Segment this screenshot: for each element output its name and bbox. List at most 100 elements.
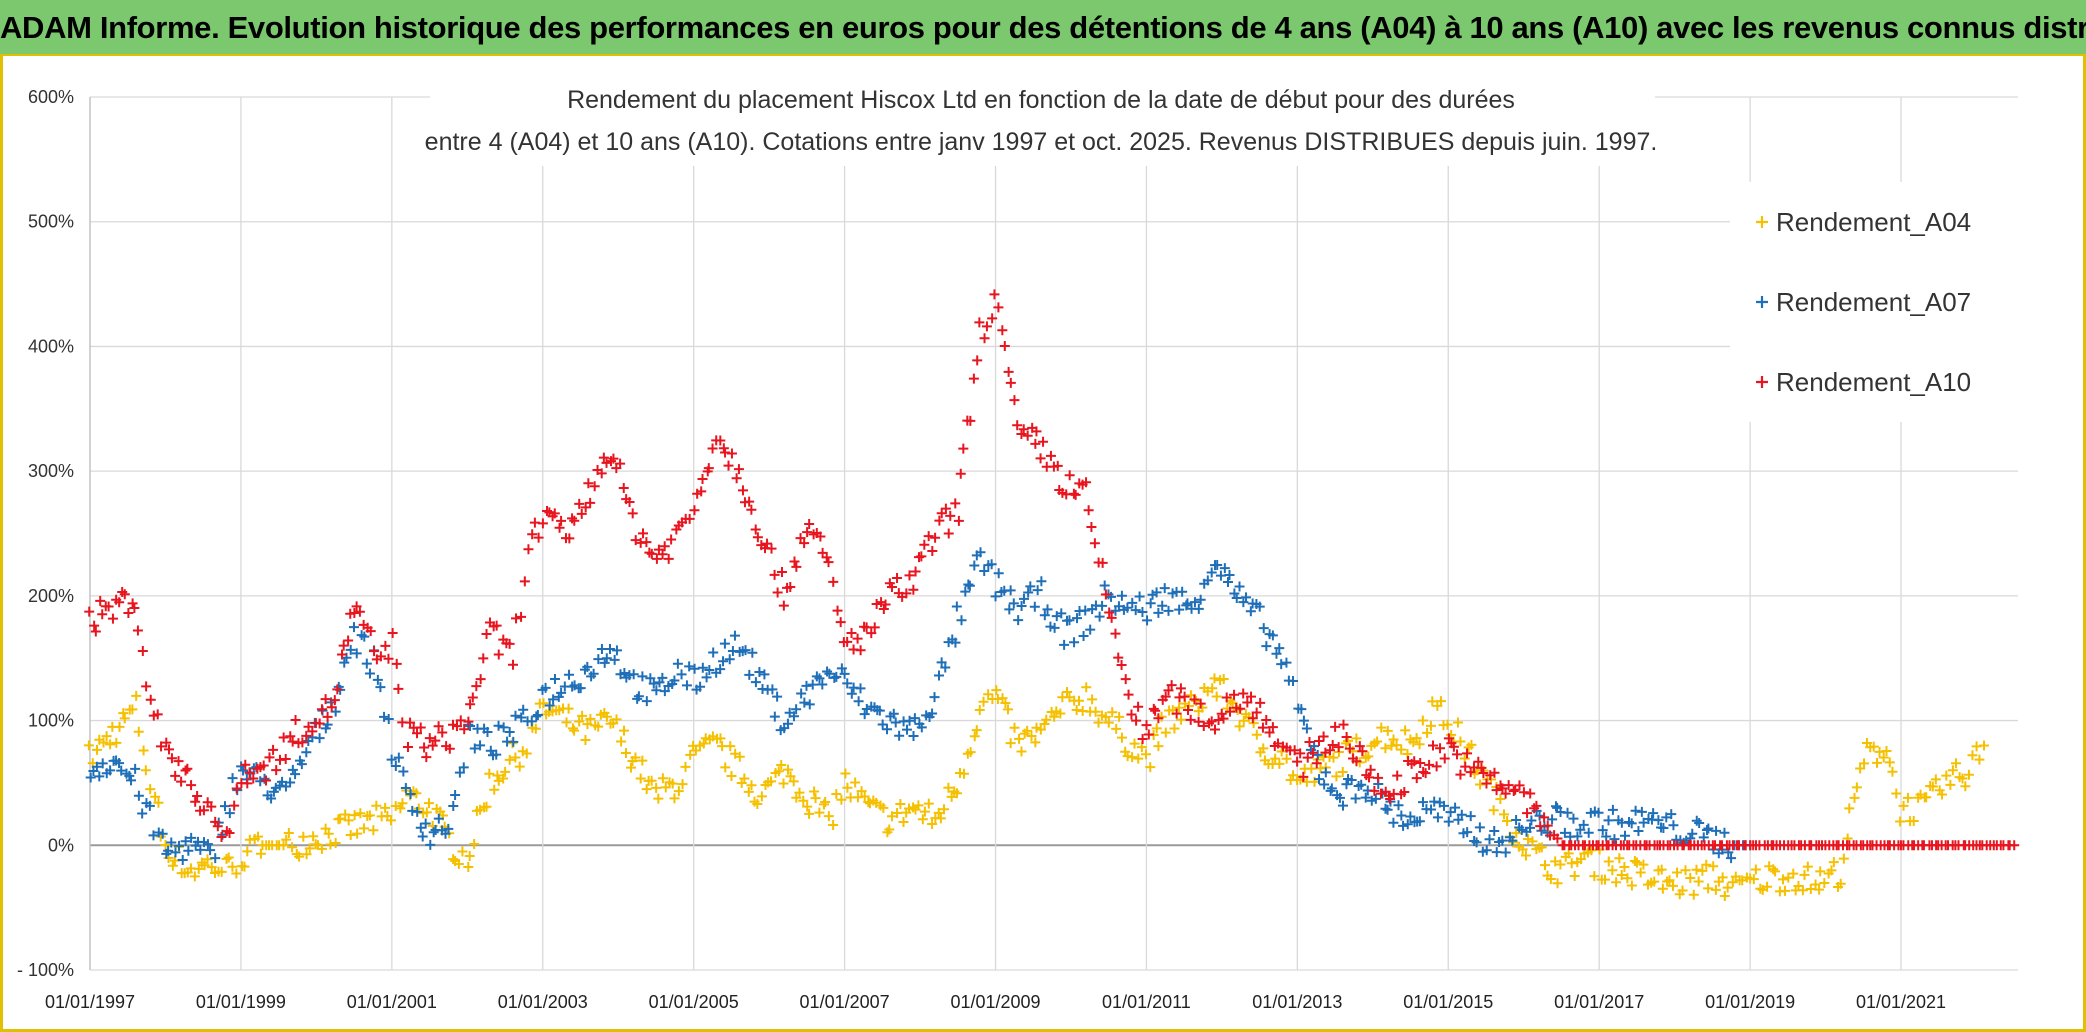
data-point [308, 831, 319, 842]
data-point [1123, 689, 1134, 700]
data-point [223, 852, 234, 863]
data-point [1307, 747, 1318, 758]
data-point [97, 609, 108, 620]
data-point [478, 653, 489, 664]
data-point [759, 669, 770, 680]
data-point [1388, 734, 1399, 745]
data-point [798, 795, 809, 806]
data-point [708, 647, 719, 658]
data-point [659, 686, 670, 697]
data-point [1189, 694, 1200, 705]
data-point [1630, 805, 1641, 816]
data-point [285, 777, 296, 788]
data-point [968, 373, 979, 384]
data-point [448, 854, 459, 865]
x-tick-label: 01/01/1997 [45, 992, 135, 1012]
data-point [1545, 873, 1556, 884]
data-point [304, 843, 315, 854]
data-point [1717, 872, 1728, 883]
data-point [119, 589, 130, 600]
data-point [785, 771, 796, 782]
data-point [1531, 800, 1542, 811]
data-point [1507, 835, 1518, 846]
x-tick-label: 01/01/2009 [950, 992, 1040, 1012]
data-point [1668, 820, 1679, 831]
data-point [1497, 783, 1508, 794]
data-point [1174, 604, 1185, 615]
data-point [489, 784, 500, 795]
data-point [332, 684, 343, 695]
data-point [504, 638, 515, 649]
data-point [119, 713, 130, 724]
data-point [1271, 648, 1282, 659]
data-point [453, 858, 464, 869]
data-point [1828, 857, 1839, 868]
data-point [1318, 731, 1329, 742]
data-point [1183, 704, 1194, 715]
data-point [1120, 674, 1131, 685]
data-point [365, 626, 376, 637]
data-point [316, 843, 327, 854]
data-point [255, 848, 266, 859]
data-point [563, 703, 574, 714]
data-point [1251, 729, 1262, 740]
data-point [1400, 725, 1411, 736]
data-point [180, 836, 191, 847]
data-point [1206, 567, 1217, 578]
data-point [1145, 762, 1156, 773]
data-point [1525, 822, 1535, 833]
data-point [383, 713, 394, 724]
data-point [799, 697, 810, 708]
data-point [239, 861, 250, 872]
data-point [776, 759, 787, 770]
data-point [419, 742, 430, 753]
data-point [971, 725, 982, 736]
data-point [1106, 612, 1117, 623]
data-point [407, 805, 418, 816]
data-point [1500, 847, 1511, 858]
data-point [511, 613, 522, 624]
data-point [795, 533, 806, 544]
data-point [1160, 727, 1171, 738]
data-point [627, 508, 638, 519]
data-point [585, 713, 596, 724]
data-point [105, 739, 116, 750]
data-point [1902, 792, 1913, 803]
data-point [423, 798, 434, 809]
data-point [943, 528, 954, 539]
data-point [1012, 420, 1023, 431]
data-point [278, 732, 289, 743]
data-point [281, 834, 292, 845]
data-point [1039, 610, 1050, 621]
data-point [1261, 714, 1272, 725]
data-point [598, 452, 609, 463]
data-point [874, 705, 885, 716]
data-point [1711, 825, 1722, 836]
data-point [1116, 660, 1127, 671]
data-point [337, 649, 348, 660]
data-point [1231, 592, 1242, 603]
data-point [718, 656, 729, 667]
data-point [1388, 817, 1399, 828]
data-point [801, 680, 812, 691]
data-point [715, 435, 726, 446]
data-point [475, 740, 486, 751]
data-point [1163, 685, 1174, 696]
data-point [704, 664, 715, 675]
data-point [1701, 859, 1712, 870]
data-point [651, 685, 662, 696]
data-point [1656, 864, 1667, 875]
data-point [1473, 756, 1484, 767]
data-point [348, 622, 359, 633]
chart-title-line2: entre 4 (A04) et 10 ans (A10). Cotations… [425, 128, 1658, 156]
data-point [212, 821, 223, 832]
data-point [1536, 842, 1547, 853]
data-point [1908, 816, 1919, 827]
data-point [684, 513, 695, 524]
data-point [1070, 489, 1081, 500]
data-point [836, 663, 847, 674]
data-point [1719, 891, 1730, 902]
data-point [400, 782, 411, 793]
data-point [1090, 706, 1101, 717]
data-point [1380, 743, 1391, 754]
